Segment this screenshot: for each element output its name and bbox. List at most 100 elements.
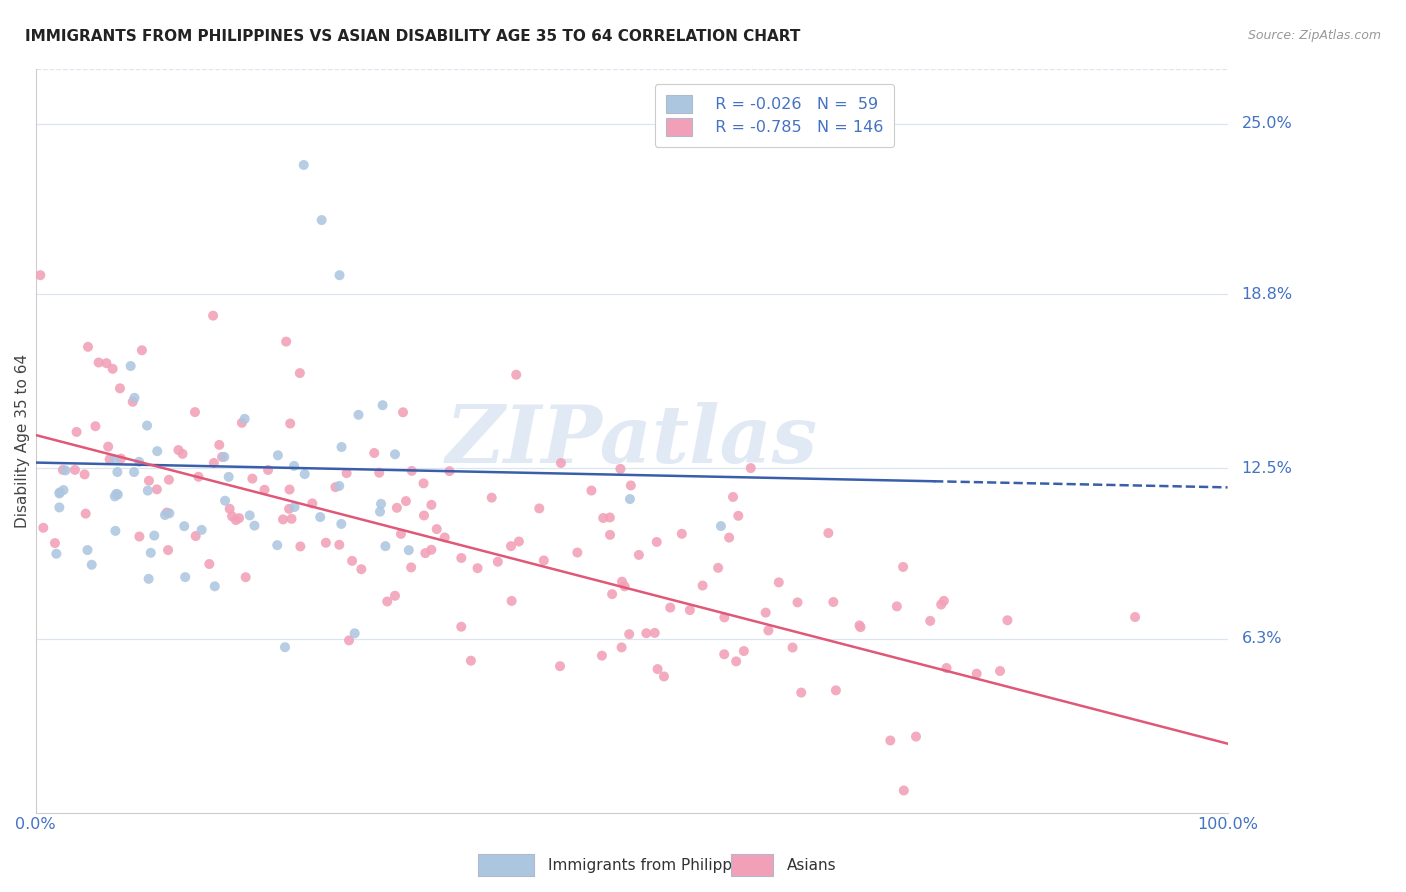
Point <box>375 594 398 608</box>
Text: Source: ZipAtlas.com: Source: ZipAtlas.com <box>1247 29 1381 42</box>
Point <box>966 666 988 681</box>
Point <box>45 547 67 561</box>
Point <box>77 340 100 354</box>
Point <box>128 455 150 469</box>
Point <box>30 268 52 283</box>
Point <box>328 538 350 552</box>
Point <box>713 610 735 624</box>
Text: Asians: Asians <box>787 858 837 872</box>
Point <box>627 548 650 562</box>
Point <box>228 511 250 525</box>
Point <box>104 524 127 538</box>
Point <box>243 518 266 533</box>
Point <box>276 334 298 349</box>
Point <box>336 466 359 480</box>
Point <box>401 464 423 478</box>
Point <box>467 561 489 575</box>
Point <box>108 381 131 395</box>
Point <box>110 451 132 466</box>
Point <box>157 473 180 487</box>
Point <box>190 523 212 537</box>
Point <box>52 463 75 477</box>
Point <box>309 510 332 524</box>
Point <box>647 662 669 676</box>
Point <box>398 543 420 558</box>
Point <box>73 467 96 482</box>
Point <box>713 647 735 661</box>
Point <box>143 528 166 542</box>
Point <box>904 730 927 744</box>
Point <box>849 620 872 634</box>
Point <box>412 476 434 491</box>
Point <box>725 654 748 668</box>
Point <box>80 558 103 572</box>
Point <box>271 512 294 526</box>
Point <box>266 538 288 552</box>
Point <box>935 661 957 675</box>
Point <box>599 528 621 542</box>
Point <box>692 578 714 592</box>
Text: 12.5%: 12.5% <box>1241 460 1292 475</box>
Point <box>107 487 129 501</box>
Point <box>87 355 110 369</box>
Point <box>253 483 276 497</box>
Point <box>278 483 301 497</box>
Point <box>330 516 353 531</box>
Point <box>146 444 169 458</box>
Point <box>257 463 280 477</box>
Point <box>294 467 316 482</box>
Point <box>267 448 290 462</box>
Point <box>499 539 522 553</box>
Point <box>460 654 482 668</box>
Point <box>592 511 614 525</box>
Point <box>75 507 97 521</box>
Point <box>104 489 127 503</box>
Point <box>932 594 955 608</box>
Point <box>529 501 551 516</box>
Point <box>644 626 666 640</box>
Point <box>533 553 555 567</box>
Point <box>172 447 194 461</box>
Point <box>138 474 160 488</box>
Point <box>415 546 437 560</box>
Point <box>600 587 623 601</box>
Point <box>679 603 702 617</box>
Point <box>280 512 302 526</box>
Point <box>817 526 839 541</box>
Point <box>790 685 813 699</box>
Text: Immigrants from Philippines: Immigrants from Philippines <box>548 858 763 872</box>
Point <box>591 648 613 663</box>
Point <box>48 500 70 515</box>
Point <box>48 486 70 500</box>
Point <box>768 575 790 590</box>
Point <box>636 626 658 640</box>
Point <box>997 613 1019 627</box>
Point <box>879 733 901 747</box>
Point <box>433 531 456 545</box>
Point <box>652 669 675 683</box>
Point <box>505 368 527 382</box>
Point <box>481 491 503 505</box>
Point <box>48 485 70 500</box>
Point <box>225 513 247 527</box>
Point <box>399 560 422 574</box>
Point <box>343 626 366 640</box>
Point <box>368 505 391 519</box>
Point <box>153 508 176 522</box>
Point <box>235 570 257 584</box>
Point <box>1123 610 1146 624</box>
Point <box>184 405 207 419</box>
Point <box>122 465 145 479</box>
Point <box>727 508 749 523</box>
Point <box>363 446 385 460</box>
Point <box>825 683 848 698</box>
Point <box>290 540 312 554</box>
Point <box>617 627 640 641</box>
Point <box>389 527 412 541</box>
Point <box>76 543 98 558</box>
Point <box>65 425 87 439</box>
Point <box>413 508 436 523</box>
Point <box>167 443 190 458</box>
Point <box>501 594 523 608</box>
Point <box>32 521 55 535</box>
